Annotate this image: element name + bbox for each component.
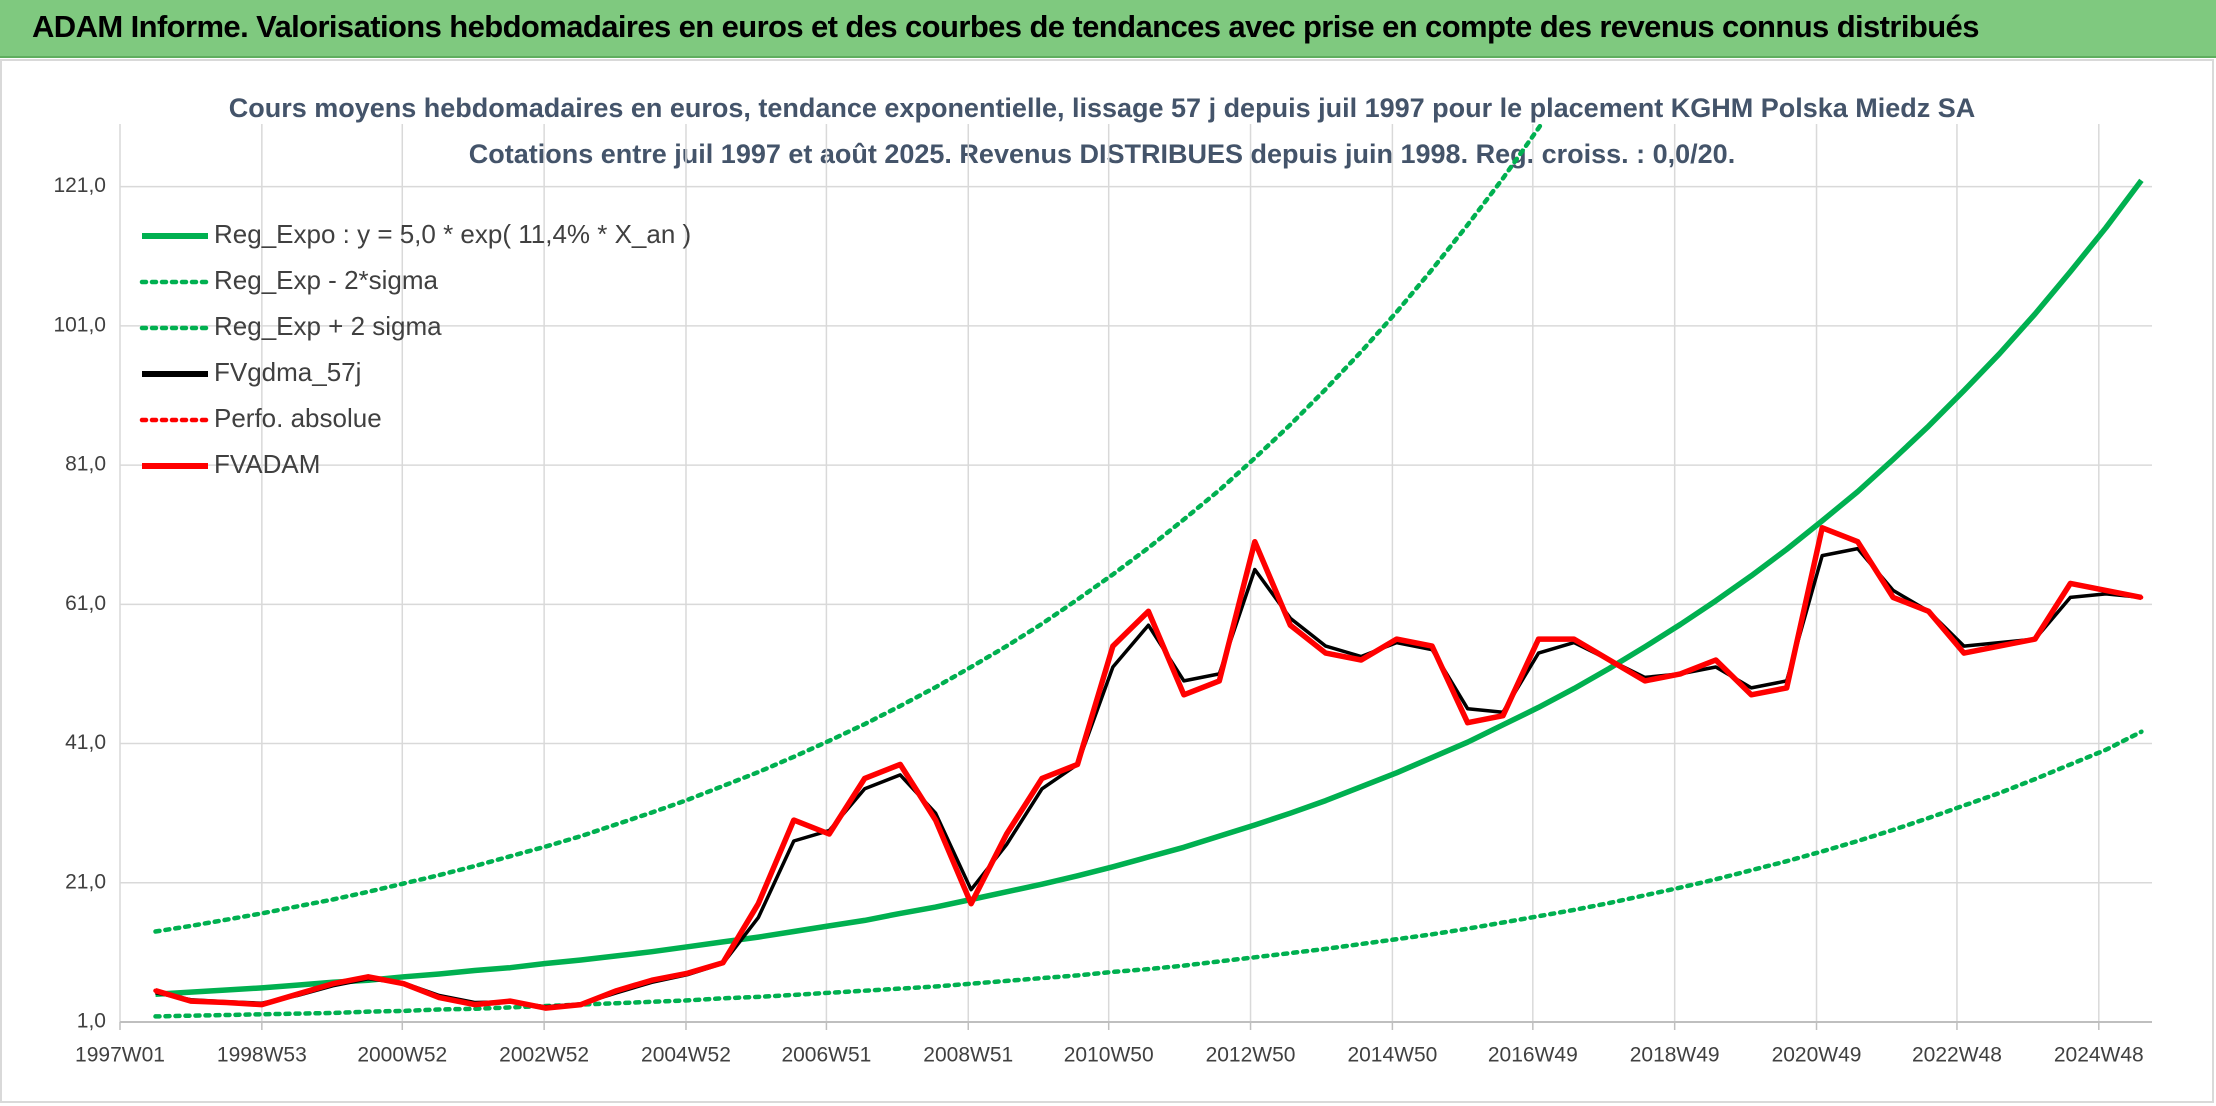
y-tick-label: 61,0 [65, 592, 106, 615]
header-title: ADAM Informe. Valorisations hebdomadaire… [32, 9, 1979, 44]
x-tick-label: 2018W49 [1630, 1044, 1720, 1067]
y-tick-label: 21,0 [65, 870, 106, 893]
x-tick-label: 2004W52 [641, 1044, 731, 1067]
x-tick-label: 2000W52 [357, 1044, 447, 1067]
legend-label: FVgdma_57j [214, 357, 361, 387]
x-tick-label: 2008W51 [923, 1044, 1013, 1067]
x-tick-label: 2024W48 [2054, 1044, 2144, 1067]
x-tick-label: 2002W52 [499, 1044, 589, 1067]
series-line [155, 178, 2144, 997]
legend-label: Reg_Exp + 2 sigma [214, 311, 442, 341]
legend-label: Perfo. absolue [214, 403, 382, 433]
x-tick-label: 2016W49 [1488, 1044, 1578, 1067]
y-tick-label: 41,0 [65, 731, 106, 754]
x-tick-label: 2010W50 [1064, 1044, 1154, 1067]
x-tick-label: 2014W50 [1347, 1044, 1437, 1067]
x-tick-label: 2022W48 [1912, 1044, 2002, 1067]
x-tick-label: 2012W50 [1206, 1044, 1296, 1067]
plot-area [153, 124, 2144, 1019]
chart-subtitle: Cotations entre juil 1997 et août 2025. … [469, 139, 1735, 169]
header: ADAM Informe. Valorisations hebdomadaire… [0, 0, 2216, 58]
x-tick-label: 2006W51 [781, 1044, 871, 1067]
series-line [153, 729, 2144, 1019]
series-line [153, 124, 1545, 934]
y-tick-label: 1,0 [77, 1010, 106, 1033]
chart: Cours moyens hebdomadaires en euros, ten… [0, 59, 2214, 1103]
legend-label: Reg_Expo : y = 5,0 * exp( 11,4% * X_an ) [214, 219, 691, 249]
x-tick-label: 1998W53 [217, 1044, 307, 1067]
x-tick-label: 1997W01 [75, 1044, 165, 1067]
legend-label: Reg_Exp - 2*sigma [214, 265, 439, 295]
legend-label: FVADAM [214, 449, 320, 479]
series-line [154, 525, 2142, 1011]
chart-title: Cours moyens hebdomadaires en euros, ten… [229, 93, 1976, 123]
y-tick-label: 101,0 [53, 313, 106, 336]
y-tick-label: 121,0 [53, 174, 106, 197]
y-tick-label: 81,0 [65, 453, 106, 476]
x-tick-label: 2020W49 [1772, 1044, 1862, 1067]
